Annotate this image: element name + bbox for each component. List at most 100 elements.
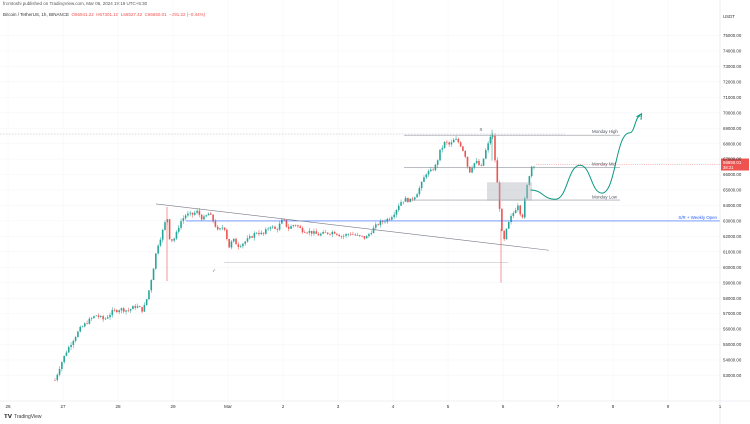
candle xyxy=(262,232,265,236)
candle xyxy=(111,307,114,318)
candle-body xyxy=(336,233,338,235)
candle-body xyxy=(333,231,336,234)
candle xyxy=(118,309,120,315)
candle-body xyxy=(168,219,171,240)
candle xyxy=(88,317,91,325)
candle xyxy=(290,224,292,229)
candle xyxy=(425,173,428,179)
tradingview-logo[interactable]: 𝗧𝗩 TradingView xyxy=(4,414,42,420)
candle xyxy=(512,211,515,219)
candle xyxy=(517,203,519,213)
candle xyxy=(83,322,86,328)
price-tick-label: 56000.00 xyxy=(723,327,742,332)
candle xyxy=(287,223,290,232)
candle xyxy=(125,310,127,315)
candle xyxy=(482,158,485,167)
candle xyxy=(72,339,75,348)
candle-body xyxy=(430,169,432,172)
demand-zone xyxy=(487,182,532,201)
candle-body xyxy=(230,241,233,248)
candle-body xyxy=(83,323,86,327)
monday-high-label: Monday High xyxy=(592,129,618,134)
tradingview-logo-icon: 𝗧𝗩 xyxy=(4,414,13,420)
candle xyxy=(214,218,217,228)
candle-body xyxy=(386,218,389,222)
candle-body xyxy=(468,166,471,173)
candle xyxy=(274,225,276,230)
ohlc-high: H67301.10 xyxy=(96,12,119,17)
candle xyxy=(159,237,162,248)
candle-body xyxy=(329,233,331,235)
candle xyxy=(109,312,111,320)
candle-body xyxy=(77,331,79,338)
candle-body xyxy=(74,337,77,341)
candle-body xyxy=(122,308,125,312)
price-tick-label: 72000.00 xyxy=(723,79,742,84)
candle xyxy=(315,228,318,234)
chart-grid xyxy=(0,35,720,376)
candle xyxy=(381,219,384,225)
price-tick-label: 75000.00 xyxy=(723,33,742,38)
candle xyxy=(90,316,93,322)
candle-body xyxy=(113,310,116,311)
candle xyxy=(171,239,173,243)
candle xyxy=(441,145,444,153)
candle xyxy=(322,230,324,235)
candle xyxy=(446,140,448,145)
candle xyxy=(258,230,260,237)
candle-body xyxy=(132,306,134,310)
candle xyxy=(79,325,82,333)
price-tick-label: 66000.00 xyxy=(723,172,742,177)
candle-body xyxy=(287,226,290,229)
candle-body xyxy=(489,136,492,144)
candle-body xyxy=(104,318,107,320)
candle xyxy=(505,228,508,240)
candle-body xyxy=(361,235,363,237)
candle-body xyxy=(260,232,263,235)
candle xyxy=(455,135,457,141)
price-tick-label: 63000.00 xyxy=(723,219,742,224)
last-price-value: 66650.01 xyxy=(723,160,742,165)
candle-body xyxy=(65,352,68,356)
candle-body xyxy=(400,202,402,206)
candle xyxy=(427,169,430,177)
candle-body xyxy=(191,212,194,215)
symbol-title[interactable]: Bitcoin / TetherUS, 1h, BINANCE xyxy=(3,12,69,17)
candle xyxy=(395,209,398,218)
candle-body xyxy=(498,182,501,209)
candle-body xyxy=(232,238,235,242)
candle-body xyxy=(349,234,352,235)
candle-body xyxy=(523,198,526,218)
candle xyxy=(116,309,118,314)
candle xyxy=(523,196,526,219)
candle xyxy=(267,226,269,231)
candle-body xyxy=(161,229,164,240)
price-axis: USDT 75000.00 74000.00 73000.00 72000.00 7100… xyxy=(719,0,742,424)
price-tick-label: 62000.00 xyxy=(723,234,742,239)
candle xyxy=(205,214,208,218)
candle-body xyxy=(251,236,253,238)
candle xyxy=(464,150,467,159)
price-tick-label: 60000.00 xyxy=(723,265,742,270)
candle-body xyxy=(267,228,269,230)
candle-body xyxy=(290,226,292,229)
candle-body xyxy=(237,244,240,247)
candle-body xyxy=(388,218,391,220)
candle xyxy=(448,141,450,147)
candle xyxy=(356,232,359,236)
candle-body xyxy=(187,213,189,216)
candle-body xyxy=(423,177,425,182)
candle xyxy=(452,137,455,143)
candle-body xyxy=(347,234,350,235)
candle-body xyxy=(340,236,343,237)
candle xyxy=(138,305,141,308)
candle-body xyxy=(193,212,196,215)
candle xyxy=(212,214,214,224)
ohlc-low: L66527.42 xyxy=(120,12,143,17)
time-tick-label: 29 xyxy=(170,404,176,409)
time-tick-label: 5 xyxy=(447,404,450,409)
candle-body xyxy=(109,314,111,318)
candle-body xyxy=(95,315,98,317)
